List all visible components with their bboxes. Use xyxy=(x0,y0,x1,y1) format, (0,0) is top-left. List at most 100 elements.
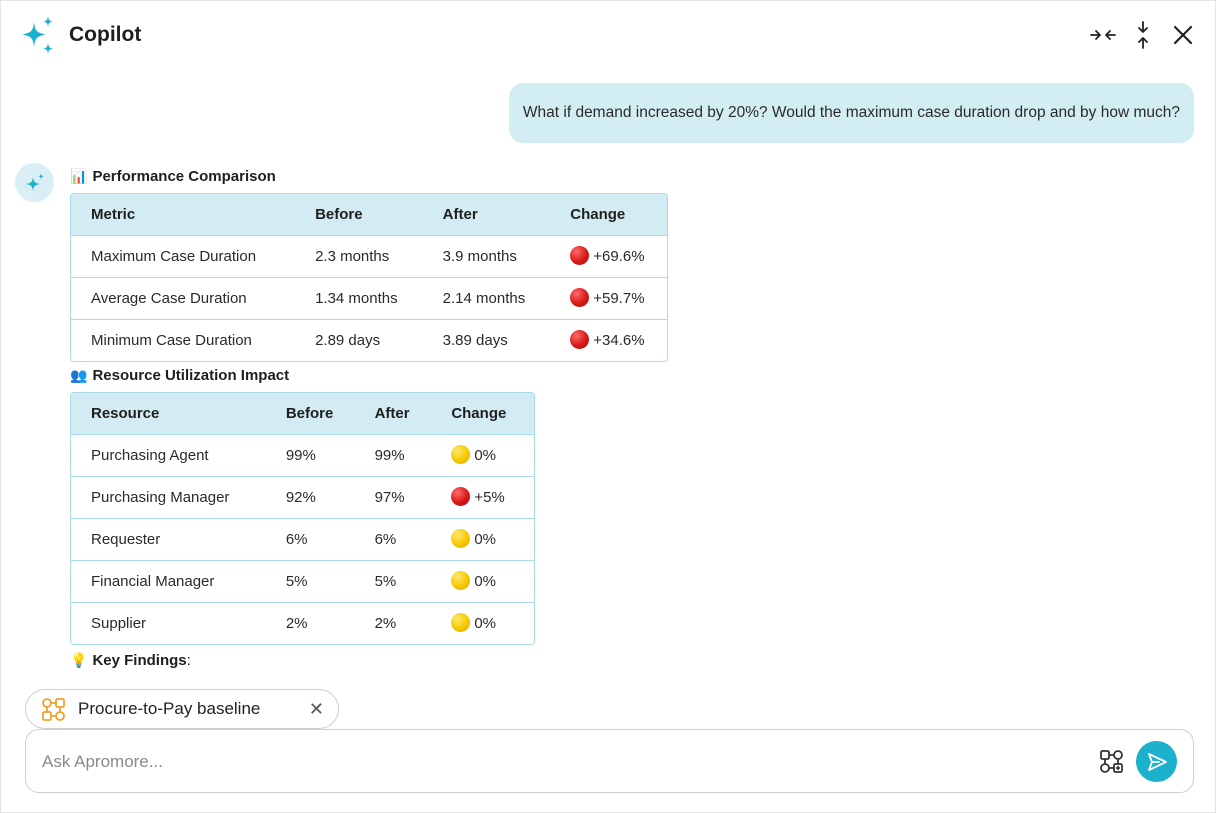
before-cell: 1.34 months xyxy=(295,277,423,319)
context-chip-label: Procure-to-Pay baseline xyxy=(78,699,261,718)
close-icon xyxy=(1173,25,1193,45)
table-row: Average Case Duration 1.34 months 2.14 m… xyxy=(71,277,667,319)
after-cell: 2% xyxy=(354,602,432,644)
table-row: Maximum Case Duration 2.3 months 3.9 mon… xyxy=(71,235,667,277)
change-value: 0% xyxy=(474,530,496,548)
add-context-icon xyxy=(1100,750,1123,773)
red-circle-icon xyxy=(570,330,590,350)
resource-cell: Financial Manager xyxy=(71,560,266,602)
collapse-vertical-button[interactable] xyxy=(1129,21,1157,49)
findings-title-text: Key Findings: xyxy=(92,652,190,669)
context-chip[interactable]: Procure-to-Pay baseline ✕ xyxy=(25,689,339,729)
after-cell: 97% xyxy=(354,476,432,518)
column-header: Change xyxy=(431,393,534,434)
red-circle-icon xyxy=(451,487,471,507)
before-cell: 99% xyxy=(265,434,355,476)
resource-cell: Supplier xyxy=(71,602,266,644)
table-row: Supplier 2% 2% 0% xyxy=(71,602,534,644)
resource-cell: Requester xyxy=(71,518,266,560)
metric-cell: Average Case Duration xyxy=(71,277,296,319)
table-row: Purchasing Manager 92% 97% +5% xyxy=(71,476,534,518)
after-cell: 6% xyxy=(354,518,432,560)
yellow-circle-icon xyxy=(451,571,471,591)
before-cell: 2.89 days xyxy=(295,319,423,361)
yellow-circle-icon xyxy=(451,613,471,633)
collapse-horizontal-icon xyxy=(1090,30,1116,40)
before-cell: 92% xyxy=(265,476,355,518)
resources-title-text: Resource Utilization Impact xyxy=(92,367,290,384)
red-circle-icon xyxy=(570,246,590,266)
column-header: Before xyxy=(295,194,423,235)
findings-title-label: Key Findings xyxy=(92,652,187,669)
change-value: 0% xyxy=(474,572,496,590)
lightbulb-icon: 💡 xyxy=(70,652,88,668)
performance-section-title: 📊 Performance Comparison xyxy=(70,168,276,185)
change-cell: +59.7% xyxy=(550,277,667,319)
change-cell: +34.6% xyxy=(550,319,667,361)
table-row: Minimum Case Duration 2.89 days 3.89 day… xyxy=(71,319,667,361)
yellow-circle-icon xyxy=(451,445,471,465)
user-message-bubble: What if demand increased by 20%? Would t… xyxy=(508,83,1194,143)
assistant-avatar xyxy=(15,163,54,202)
resource-cell: Purchasing Manager xyxy=(71,476,266,518)
header: Copilot xyxy=(1,1,1215,71)
column-header: Metric xyxy=(71,194,296,235)
change-cell: +69.6% xyxy=(550,235,667,277)
performance-table: Metric Before After Change Maximum Case … xyxy=(70,193,668,362)
change-value: +69.6% xyxy=(593,247,645,265)
change-cell: 0% xyxy=(431,518,534,560)
change-value: +5% xyxy=(474,488,505,506)
yellow-circle-icon xyxy=(451,529,471,549)
table-row: Purchasing Agent 99% 99% 0% xyxy=(71,434,534,476)
collapse-vertical-icon xyxy=(1138,21,1148,49)
before-cell: 6% xyxy=(265,518,355,560)
column-header: Change xyxy=(550,194,667,235)
change-cell: 0% xyxy=(431,560,534,602)
table-header-row: Metric Before After Change xyxy=(71,194,667,235)
table-header-row: Resource Before After Change xyxy=(71,393,534,434)
after-cell: 2.14 months xyxy=(422,277,551,319)
after-cell: 99% xyxy=(354,434,432,476)
column-header: Resource xyxy=(71,393,266,434)
table-row: Requester 6% 6% 0% xyxy=(71,518,534,560)
before-cell: 2.3 months xyxy=(295,235,423,277)
after-cell: 3.9 months xyxy=(422,235,551,277)
sparkle-logo-icon xyxy=(22,16,53,54)
table-row: Financial Manager 5% 5% 0% xyxy=(71,560,534,602)
collapse-horizontal-button[interactable] xyxy=(1089,21,1117,49)
metric-cell: Maximum Case Duration xyxy=(71,235,296,277)
people-icon: 👥 xyxy=(70,367,88,383)
red-circle-icon xyxy=(570,288,590,308)
change-value: +34.6% xyxy=(593,331,645,349)
change-value: 0% xyxy=(474,614,496,632)
findings-section-title: 💡 Key Findings: xyxy=(70,652,191,669)
column-header: After xyxy=(422,194,551,235)
bar-chart-icon: 📊 xyxy=(70,168,88,184)
metric-cell: Minimum Case Duration xyxy=(71,319,296,361)
change-cell: 0% xyxy=(431,602,534,644)
add-context-button[interactable] xyxy=(1098,748,1126,776)
send-button[interactable] xyxy=(1136,741,1177,782)
process-model-icon xyxy=(42,697,65,721)
chat-input[interactable] xyxy=(42,748,1082,776)
before-cell: 2% xyxy=(265,602,355,644)
resources-table: Resource Before After Change Purchasing … xyxy=(70,392,535,645)
column-header: Before xyxy=(265,393,355,434)
column-header: After xyxy=(354,393,432,434)
after-cell: 5% xyxy=(354,560,432,602)
change-value: +59.7% xyxy=(593,289,645,307)
sparkle-icon xyxy=(25,172,44,191)
resources-section-title: 👥 Resource Utilization Impact xyxy=(70,367,289,384)
findings-title-suffix: : xyxy=(186,652,191,669)
app-title: Copilot xyxy=(69,23,142,46)
change-value: 0% xyxy=(474,446,496,464)
close-button[interactable] xyxy=(1169,21,1197,49)
performance-title-text: Performance Comparison xyxy=(92,168,276,185)
after-cell: 3.89 days xyxy=(422,319,551,361)
resource-cell: Purchasing Agent xyxy=(71,434,266,476)
send-icon xyxy=(1147,752,1167,771)
change-cell: +5% xyxy=(431,476,534,518)
chat-input-box xyxy=(25,729,1194,793)
remove-context-icon[interactable]: ✕ xyxy=(308,699,324,719)
change-cell: 0% xyxy=(431,434,534,476)
